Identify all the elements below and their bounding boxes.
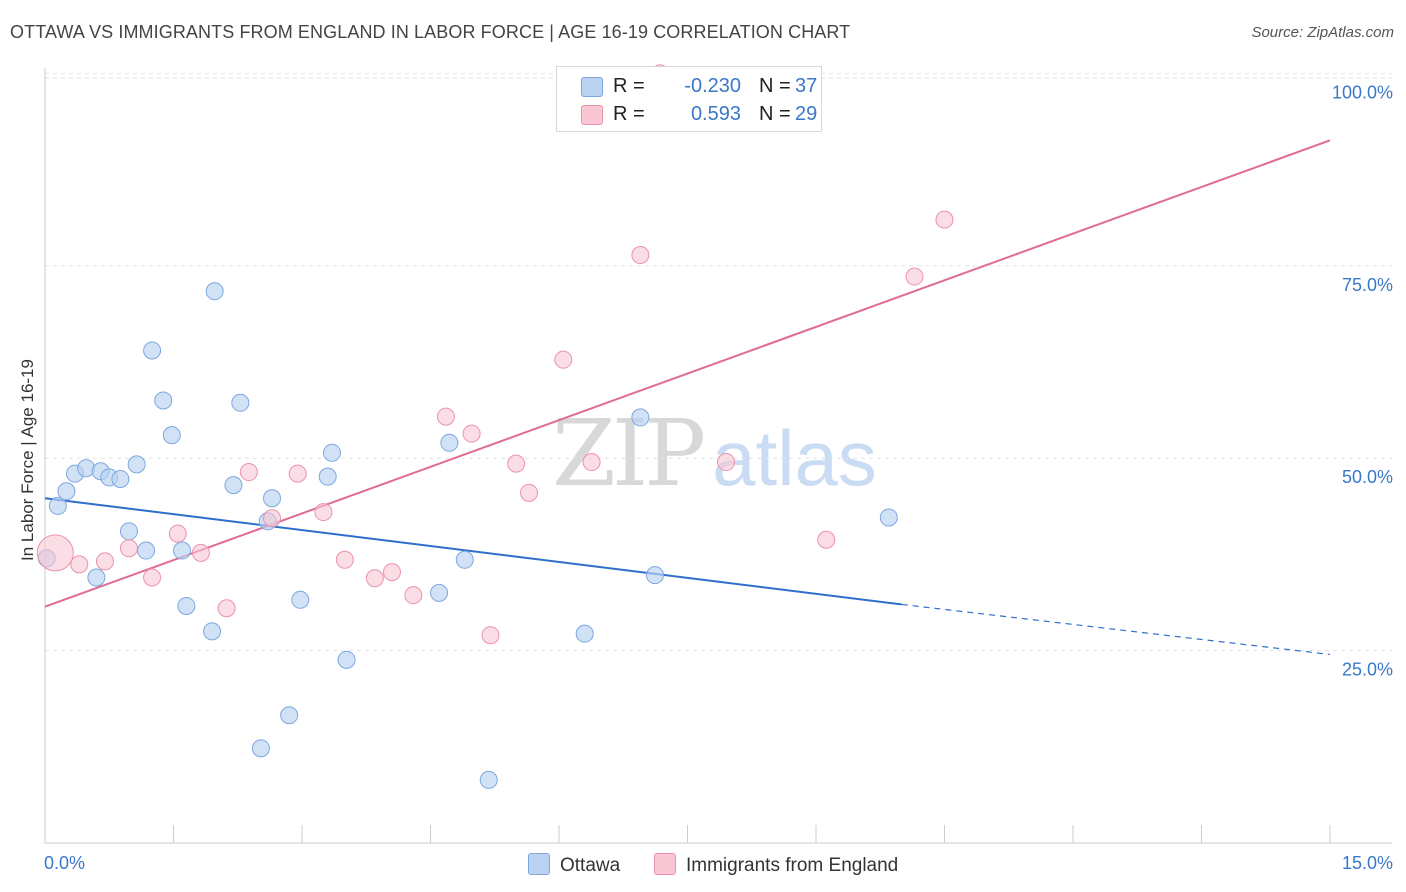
data-point-england <box>95 552 114 571</box>
data-point-england <box>36 534 74 572</box>
data-point-england <box>554 350 573 369</box>
trend-line-dashed <box>901 603 1331 656</box>
legend-item-ottawa: Ottawa <box>528 853 620 877</box>
data-point-england <box>191 543 210 562</box>
data-point-ottawa <box>137 541 156 560</box>
data-point-england <box>507 454 526 473</box>
data-point-england <box>436 407 455 426</box>
data-point-england <box>382 563 401 582</box>
data-point-ottawa <box>280 706 299 725</box>
y-tick-label: 25.0% <box>1342 660 1393 680</box>
data-point-ottawa <box>231 393 250 412</box>
n-value: 37 <box>795 75 818 97</box>
ottawa-swatch-icon <box>581 77 603 97</box>
data-point-ottawa <box>318 467 337 486</box>
data-point-ottawa <box>879 508 898 527</box>
data-point-england <box>168 524 187 543</box>
n-label: N = <box>759 103 791 125</box>
data-point-ottawa <box>205 282 224 301</box>
data-point-england <box>481 626 500 645</box>
data-point-england <box>631 246 650 265</box>
tick-labels: 25.0% 50.0% 75.0% 100.0% 0.0% 15.0% <box>44 82 1393 873</box>
data-point-england <box>288 464 307 483</box>
r-value: -0.230 <box>684 75 741 97</box>
x-tick-label: 0.0% <box>44 853 85 873</box>
england-swatch-icon <box>654 853 676 875</box>
data-point-ottawa <box>645 566 664 585</box>
legend-item-england: Immigrants from England <box>654 853 898 877</box>
data-point-ottawa <box>631 408 650 427</box>
data-point-ottawa <box>127 455 146 474</box>
y-tick-label: 100.0% <box>1332 82 1393 102</box>
trend-line-england <box>44 139 1331 608</box>
trend-line-solid <box>44 139 1331 608</box>
y-tick-label: 50.0% <box>1342 467 1393 487</box>
data-point-england <box>239 463 258 482</box>
data-point-ottawa <box>162 426 181 445</box>
data-point-ottawa <box>224 476 243 495</box>
data-point-ottawa <box>251 739 270 758</box>
data-point-england <box>817 530 836 549</box>
data-point-england <box>462 424 481 443</box>
data-point-ottawa <box>173 541 192 560</box>
trend-line-solid <box>44 497 902 606</box>
data-point-ottawa <box>111 469 130 488</box>
data-point-england <box>582 453 601 472</box>
data-point-ottawa <box>48 496 67 515</box>
data-point-england <box>365 569 384 588</box>
data-point-ottawa <box>263 489 282 508</box>
r-value: 0.593 <box>690 103 741 125</box>
data-point-ottawa <box>177 596 196 615</box>
data-point-england <box>70 555 89 574</box>
data-point-ottawa <box>455 550 474 569</box>
correlation-legend: R = -0.230 N = 37 R = 0.593 N = 29 <box>556 66 822 132</box>
data-point-ottawa <box>337 650 356 669</box>
data-point-england <box>404 586 423 605</box>
series-england-points <box>36 64 954 645</box>
data-point-ottawa <box>154 391 173 410</box>
data-point-england <box>520 483 539 502</box>
data-point-england <box>314 503 333 522</box>
data-point-ottawa <box>430 583 449 602</box>
data-point-ottawa <box>322 443 341 462</box>
data-point-england <box>143 568 162 587</box>
data-point-ottawa <box>143 341 162 360</box>
ottawa-swatch-icon <box>528 853 550 875</box>
y-tick-label: 75.0% <box>1342 275 1393 295</box>
n-value: 29 <box>795 103 818 125</box>
legend-label: Ottawa <box>560 855 621 876</box>
r-label: R = <box>613 103 645 125</box>
chart-title: OTTAWA VS IMMIGRANTS FROM ENGLAND IN LAB… <box>10 22 851 42</box>
data-point-ottawa <box>57 482 76 501</box>
watermark-zip: ZIP <box>552 400 706 507</box>
data-point-ottawa <box>479 770 498 789</box>
data-point-england <box>905 267 924 286</box>
data-point-ottawa <box>119 522 138 541</box>
data-point-ottawa <box>440 433 459 452</box>
data-point-ottawa <box>291 590 310 609</box>
n-label: N = <box>759 75 791 97</box>
england-swatch-icon <box>581 105 603 125</box>
data-point-ottawa <box>77 459 96 478</box>
watermark-atlas: atlas <box>712 414 877 502</box>
data-point-ottawa <box>575 624 594 643</box>
data-point-england <box>217 599 236 618</box>
data-point-ottawa <box>203 622 222 641</box>
data-point-england <box>335 550 354 569</box>
data-point-england <box>717 453 736 472</box>
y-axis-label: In Labor Force | Age 16-19 <box>18 359 37 561</box>
legend-label: Immigrants from England <box>686 855 899 876</box>
data-point-england <box>935 210 954 229</box>
trend-line-ottawa <box>44 497 1331 656</box>
series-ottawa-points <box>37 282 898 789</box>
source-credit: Source: ZipAtlas.com <box>1251 24 1394 41</box>
data-point-england <box>263 509 282 528</box>
r-label: R = <box>613 75 645 97</box>
data-point-ottawa <box>87 568 106 587</box>
watermark: ZIP atlas <box>552 400 877 507</box>
axes <box>44 68 1392 844</box>
data-point-england <box>119 539 138 558</box>
x-tick-label: 15.0% <box>1342 853 1393 873</box>
